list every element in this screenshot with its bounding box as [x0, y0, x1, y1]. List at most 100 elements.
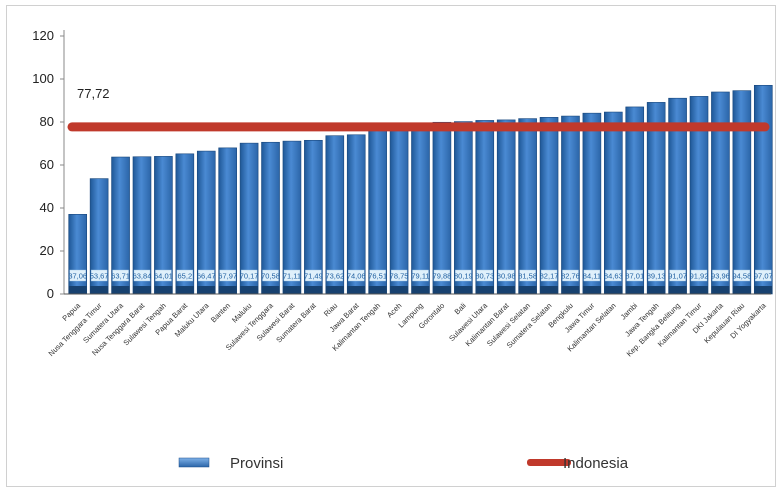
reference-line-group: 77,72	[67, 86, 770, 132]
bar-base	[475, 286, 494, 294]
bar-base	[68, 286, 87, 294]
category-label: Riau	[322, 301, 339, 318]
bar-value-box	[733, 269, 751, 282]
bar-value-label: 70,58	[261, 272, 280, 281]
bar-value-label: 66,47	[197, 272, 216, 281]
bar-base	[604, 286, 623, 294]
bar-value-label: 71,11	[283, 272, 301, 281]
bar-base	[497, 286, 516, 294]
bar	[368, 129, 387, 295]
bar-value-box	[219, 269, 236, 282]
bar-base	[390, 286, 409, 294]
bar-base	[625, 286, 644, 294]
y-tick-label: 0	[47, 286, 54, 301]
bar-value-box	[262, 269, 279, 282]
bar-value-label: 73,62	[325, 272, 344, 281]
bar-value-box	[390, 269, 408, 282]
bar-value-label: 53,67	[90, 272, 109, 281]
bar-value-box	[690, 269, 708, 282]
bar-base	[647, 286, 666, 294]
legend-label-indonesia: Indonesia	[563, 455, 629, 472]
bar-value-box	[198, 269, 215, 282]
bars: 37,06 53,67 63,71 63,84 64,01 65,2 66,47 67,97 7…	[64, 84, 773, 295]
bar-value-box	[240, 269, 258, 282]
bar-value-box	[433, 269, 451, 282]
bar-value-label: 78,75	[390, 272, 409, 281]
bar-base	[111, 286, 130, 294]
y-tick-label: 100	[32, 71, 54, 86]
bar	[389, 124, 409, 295]
bar-base	[432, 286, 451, 294]
bar-value-box	[540, 269, 558, 282]
bar	[496, 119, 516, 295]
bar-value-box	[348, 269, 365, 282]
bar-base	[154, 286, 173, 294]
bar-base	[132, 286, 151, 294]
bar-value-label: 64,01	[154, 272, 173, 281]
bar-value-label: 89,13	[647, 272, 666, 281]
bar	[475, 120, 495, 295]
bar-base	[282, 286, 301, 294]
bar-value-box	[305, 269, 322, 282]
bar-base	[347, 286, 366, 294]
bar-value-label: 74,06	[347, 272, 366, 281]
bar-value-label: 81,58	[518, 272, 537, 281]
bar-base	[197, 286, 216, 294]
bar-value-label: 71,49	[304, 272, 323, 281]
bar-value-label: 70,17	[240, 272, 259, 281]
bar-value-box	[647, 269, 665, 282]
bar-value-label: 63,84	[133, 272, 152, 281]
bar-value-box	[455, 269, 472, 282]
bar	[518, 118, 537, 295]
bar	[753, 84, 773, 295]
bar-value-label: 80,98	[497, 272, 516, 281]
bar-base	[518, 286, 537, 294]
bar-value-box	[669, 269, 686, 282]
bar	[561, 115, 580, 295]
bar-value-box	[626, 269, 643, 282]
y-tick-label: 20	[40, 243, 54, 258]
reference-value-label: 77,72	[77, 86, 110, 101]
bar-value-label: 91,07	[668, 272, 687, 281]
y-axis: 120 100 80 60 40 20 0	[32, 28, 65, 301]
bar-value-label: 82,76	[561, 272, 580, 281]
category-label: Aceh	[385, 301, 403, 319]
category-label: Bali	[453, 301, 468, 316]
bar	[411, 123, 430, 295]
chart-frame: 120 100 80 60 40 20 0 37,06 53,67 63,71 63,84 64,0…	[6, 5, 776, 487]
bar-value-label: 76,51	[368, 272, 387, 281]
bar-base	[411, 286, 430, 294]
bar-value-label: 79,11	[411, 272, 429, 281]
bar-value-box	[326, 269, 344, 282]
bar	[68, 214, 88, 295]
bar	[711, 91, 730, 295]
bar-base	[454, 286, 473, 294]
bar-value-box	[497, 269, 515, 282]
bar	[454, 121, 473, 295]
bar-base	[218, 286, 237, 294]
bar-value-box	[90, 269, 108, 282]
bar	[604, 111, 623, 295]
bar-value-box	[133, 269, 151, 282]
y-tick-label: 40	[40, 200, 54, 215]
legend-swatch-provinsi	[178, 457, 210, 468]
bar-value-box	[712, 269, 729, 282]
bar-value-label: 93,96	[711, 272, 730, 281]
bar	[732, 90, 752, 295]
bar-base	[368, 286, 387, 294]
bar-base	[325, 286, 344, 294]
category-label: Banten	[209, 301, 232, 324]
bar-base	[754, 286, 773, 294]
bar-base	[582, 286, 601, 294]
bar-value-label: 80,73	[475, 272, 494, 281]
bar-base	[561, 286, 580, 294]
bar-value-label: 79,88	[433, 272, 452, 281]
bar-base	[261, 286, 280, 294]
bar-value-label: 67,97	[218, 272, 237, 281]
legend-swatch-indonesia	[527, 459, 571, 466]
bar-value-label: 84,11	[583, 272, 601, 281]
bar-value-label: 87,01	[625, 272, 644, 281]
bar-value-box	[369, 269, 386, 282]
bar-base	[240, 286, 259, 294]
